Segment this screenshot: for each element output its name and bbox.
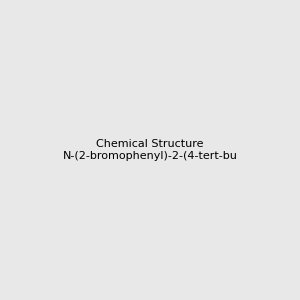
Text: Chemical Structure
N-(2-bromophenyl)-2-(4-tert-bu: Chemical Structure N-(2-bromophenyl)-2-(… [63, 139, 237, 161]
